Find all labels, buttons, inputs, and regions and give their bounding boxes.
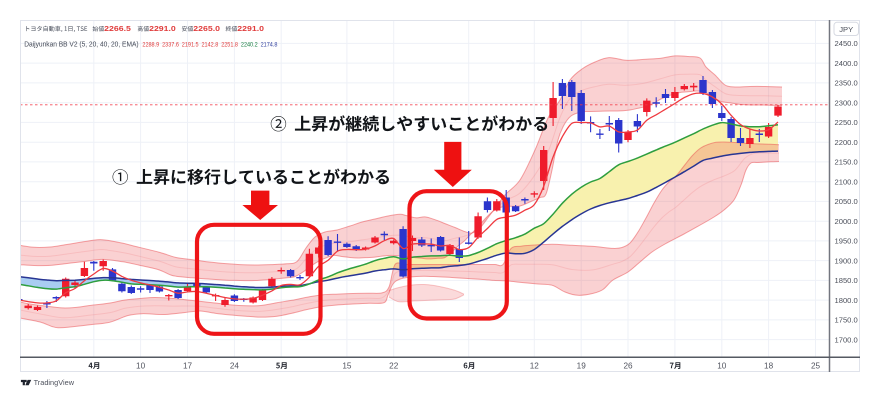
svg-text:2200.0: 2200.0 (835, 138, 858, 147)
svg-text:2000.0: 2000.0 (835, 217, 858, 226)
svg-text:2251.8: 2251.8 (221, 42, 238, 49)
svg-text:2191.5: 2191.5 (182, 42, 199, 49)
svg-text:15: 15 (342, 361, 352, 370)
svg-text:Daijyunkan BB V2 (5, 20, 40, 2: Daijyunkan BB V2 (5, 20, 40, 20, EMA) (24, 42, 138, 49)
svg-text:2150.0: 2150.0 (835, 158, 858, 167)
svg-text:2050.0: 2050.0 (835, 197, 858, 206)
svg-text:2291.0: 2291.0 (149, 24, 176, 33)
svg-text:2265.0: 2265.0 (193, 24, 220, 33)
svg-text:22: 22 (389, 361, 399, 370)
svg-text:19: 19 (577, 361, 587, 370)
svg-text:18: 18 (764, 361, 774, 370)
svg-text:1750.0: 1750.0 (835, 316, 858, 325)
svg-text:2240.2: 2240.2 (241, 42, 258, 49)
svg-text:2266.5: 2266.5 (104, 24, 131, 33)
svg-text:2350.0: 2350.0 (835, 79, 858, 88)
svg-text:TradingView: TradingView (34, 378, 75, 387)
svg-text:10: 10 (136, 361, 146, 370)
svg-text:2337.6: 2337.6 (162, 42, 179, 49)
svg-text:17: 17 (183, 361, 193, 370)
svg-text:2300.0: 2300.0 (835, 98, 858, 107)
svg-text:2142.8: 2142.8 (202, 42, 219, 49)
svg-text:JPY: JPY (839, 25, 853, 34)
svg-text:12: 12 (530, 361, 540, 370)
svg-text:2250.0: 2250.0 (835, 118, 858, 127)
svg-text:2288.9: 2288.9 (142, 42, 159, 49)
svg-text:2291.0: 2291.0 (237, 24, 264, 33)
svg-text:1950.0: 1950.0 (835, 237, 858, 246)
svg-text:2450.0: 2450.0 (835, 39, 858, 48)
svg-text:2400.0: 2400.0 (835, 59, 858, 68)
svg-text:1700.0: 1700.0 (835, 335, 858, 344)
svg-text:24: 24 (230, 361, 240, 370)
svg-text:10: 10 (717, 361, 727, 370)
svg-text:1900.0: 1900.0 (835, 256, 858, 265)
svg-text:1800.0: 1800.0 (835, 296, 858, 305)
svg-text:25: 25 (811, 361, 821, 370)
svg-text:2100.0: 2100.0 (835, 177, 858, 186)
svg-text:26: 26 (623, 361, 633, 370)
svg-text:1850.0: 1850.0 (835, 276, 858, 285)
svg-text:2174.8: 2174.8 (261, 42, 278, 49)
